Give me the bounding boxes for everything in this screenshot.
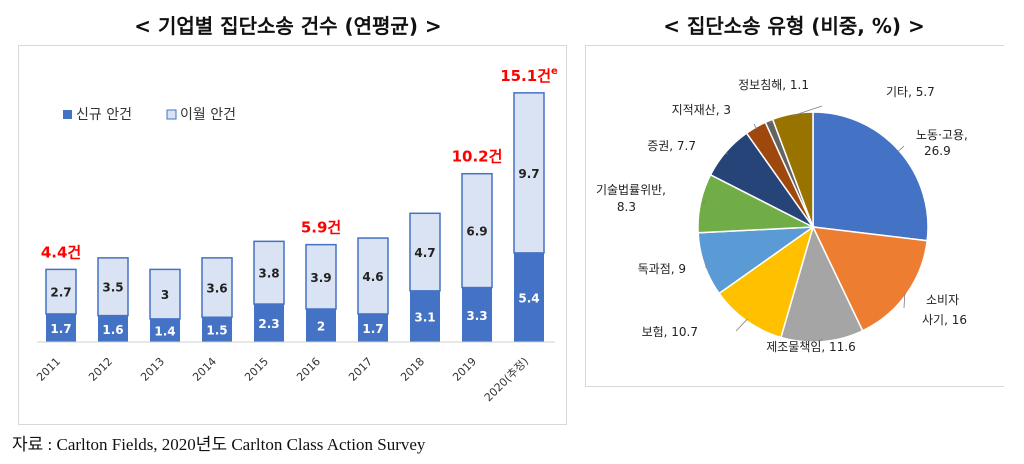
bar-carry-label: 6.9	[466, 225, 487, 239]
bar-new	[514, 252, 544, 342]
bar-new	[254, 304, 284, 342]
bar-carry	[461, 172, 493, 289]
bar-legend: 신규 안건 이월 안건	[63, 107, 236, 123]
legend-swatch-new	[63, 110, 72, 119]
pie-chart-title: < 집단소송 유형 (비중, %) >	[663, 14, 925, 38]
leader-line	[735, 318, 748, 332]
pie-slice-2	[779, 224, 864, 343]
pie-label: 노동·고용, 26.9	[916, 128, 968, 158]
category-label: 2019	[450, 355, 479, 384]
bar-carry-label: 4.7	[414, 246, 435, 260]
bar-carry-label: 3.5	[102, 281, 123, 295]
total-callout: 5.9건	[301, 219, 341, 237]
bar-carry	[253, 240, 285, 305]
bar-carry	[357, 237, 389, 315]
bar-group-2013: 1.4 3 2013	[138, 268, 181, 384]
bar-chart-panel: 신규 안건 이월 안건 1.7 2.7 2011 1.6 3.5 2012 1.4 3 2013 1.…	[18, 45, 567, 425]
bar-new	[462, 287, 492, 342]
leader-line	[817, 339, 823, 342]
bar-new-label: 1.7	[50, 322, 71, 336]
pie-label: 증권, 7.7	[647, 139, 696, 153]
pie-label: 소비자 사기, 16	[922, 293, 967, 327]
bar-new	[150, 318, 180, 342]
pie-label: 기타, 5.7	[886, 85, 935, 99]
bar-carry	[305, 243, 337, 310]
total-callout: 4.4건	[41, 243, 81, 261]
category-label: 2018	[398, 355, 427, 384]
legend-swatch-carry	[166, 109, 177, 120]
bar-new	[410, 290, 440, 342]
bar-new-label: 1.6	[102, 323, 123, 337]
bar-new-label: 1.4	[154, 324, 175, 338]
bar-group-2015: 2.3 3.8 2015	[242, 240, 285, 384]
category-label: 2016	[294, 355, 323, 384]
legend-label-new: 신규 안건	[76, 107, 132, 123]
total-callout: 15.1건e	[500, 66, 558, 85]
pie-chart: 노동·고용, 26.9 소비자 사기, 16 제조물책임, 11.6 보험, 10.7 독과…	[596, 78, 968, 354]
total-callout: 10.2건	[452, 148, 503, 166]
leader-line	[753, 123, 758, 130]
bar-carry	[409, 212, 441, 292]
category-label: 2020(추정)	[482, 355, 531, 404]
bar-new-label: 3.1	[414, 310, 435, 324]
bar-carry-label: 9.7	[518, 167, 539, 181]
category-label: 2013	[138, 355, 167, 384]
pie-slice-1	[811, 226, 929, 332]
bar-new-label: 1.7	[362, 322, 383, 336]
bar-group-2019: 3.3 6.9 2019	[450, 172, 493, 384]
pie-chart-panel: 노동·고용, 26.9 소비자 사기, 16 제조물책임, 11.6 보험, 10.7 독과…	[585, 45, 1004, 387]
bar-carry-label: 4.6	[362, 270, 383, 284]
pie-label: 정보침해, 1.1	[738, 78, 809, 92]
bar-new	[46, 313, 76, 342]
bar-carry-label: 2.7	[50, 286, 71, 300]
bar-carry	[513, 92, 545, 254]
bar-new-label: 2	[317, 320, 325, 334]
bar-new	[98, 315, 128, 342]
leader-line	[792, 105, 823, 117]
pie-label: 독과점, 9	[638, 262, 686, 276]
pie-label: 기술법률위반, 8.3	[596, 183, 666, 214]
bar-group-2011: 1.7 2.7 2011	[34, 268, 77, 384]
category-label: 2014	[190, 355, 219, 384]
pie-slice-0	[812, 111, 929, 242]
bar-chart-title: < 기업별 집단소송 건수 (연평균) >	[134, 14, 442, 38]
bar-group-2014: 1.5 3.6 2014	[190, 257, 233, 384]
bar-carry	[45, 268, 77, 315]
bar-carry-label: 3	[161, 288, 169, 302]
bar-carry	[97, 257, 129, 317]
pie-label: 보험, 10.7	[642, 325, 698, 339]
bar-new-label: 3.3	[466, 309, 487, 323]
category-label: 2015	[242, 355, 271, 384]
pie-slice-9	[771, 111, 814, 228]
bar-carry-label: 3.6	[206, 282, 227, 296]
bar-group-2012: 1.6 3.5 2012	[86, 257, 129, 384]
bar-new	[358, 313, 388, 342]
bar-carry	[149, 268, 181, 320]
leader-line	[725, 152, 728, 155]
category-label: 2012	[86, 355, 115, 384]
source-note: 자료 : Carlton Fields, 2020년도 Carlton Clas…	[12, 435, 426, 454]
bar-carry	[201, 257, 233, 319]
bar-group-2017: 1.7 4.6 2017	[346, 237, 389, 384]
category-label: 2011	[34, 355, 63, 384]
category-label: 2017	[346, 355, 375, 384]
pie-label: 제조물책임, 11.6	[766, 339, 856, 354]
bar-carry-label: 3.9	[310, 271, 331, 285]
bar-new	[202, 317, 232, 342]
pie-label: 지적재산, 3	[672, 103, 731, 117]
leader-line	[702, 200, 707, 204]
bar-new-label: 2.3	[258, 317, 279, 331]
bar-new	[306, 309, 336, 342]
bar-carry-label: 3.8	[258, 267, 279, 281]
bar-new-label: 5.4	[518, 291, 539, 305]
bar-new-label: 1.5	[206, 324, 227, 338]
leader-line	[897, 145, 905, 153]
bar-group-2016: 2 3.9 2016	[294, 243, 337, 384]
stacked-bar-chart: 신규 안건 이월 안건1.72.720111.63.520121.4320131.…	[34, 66, 558, 404]
bar-group-2018: 3.1 4.7 2018	[398, 212, 441, 384]
legend-label-carry: 이월 안건	[180, 107, 236, 123]
leader-line	[903, 292, 906, 309]
